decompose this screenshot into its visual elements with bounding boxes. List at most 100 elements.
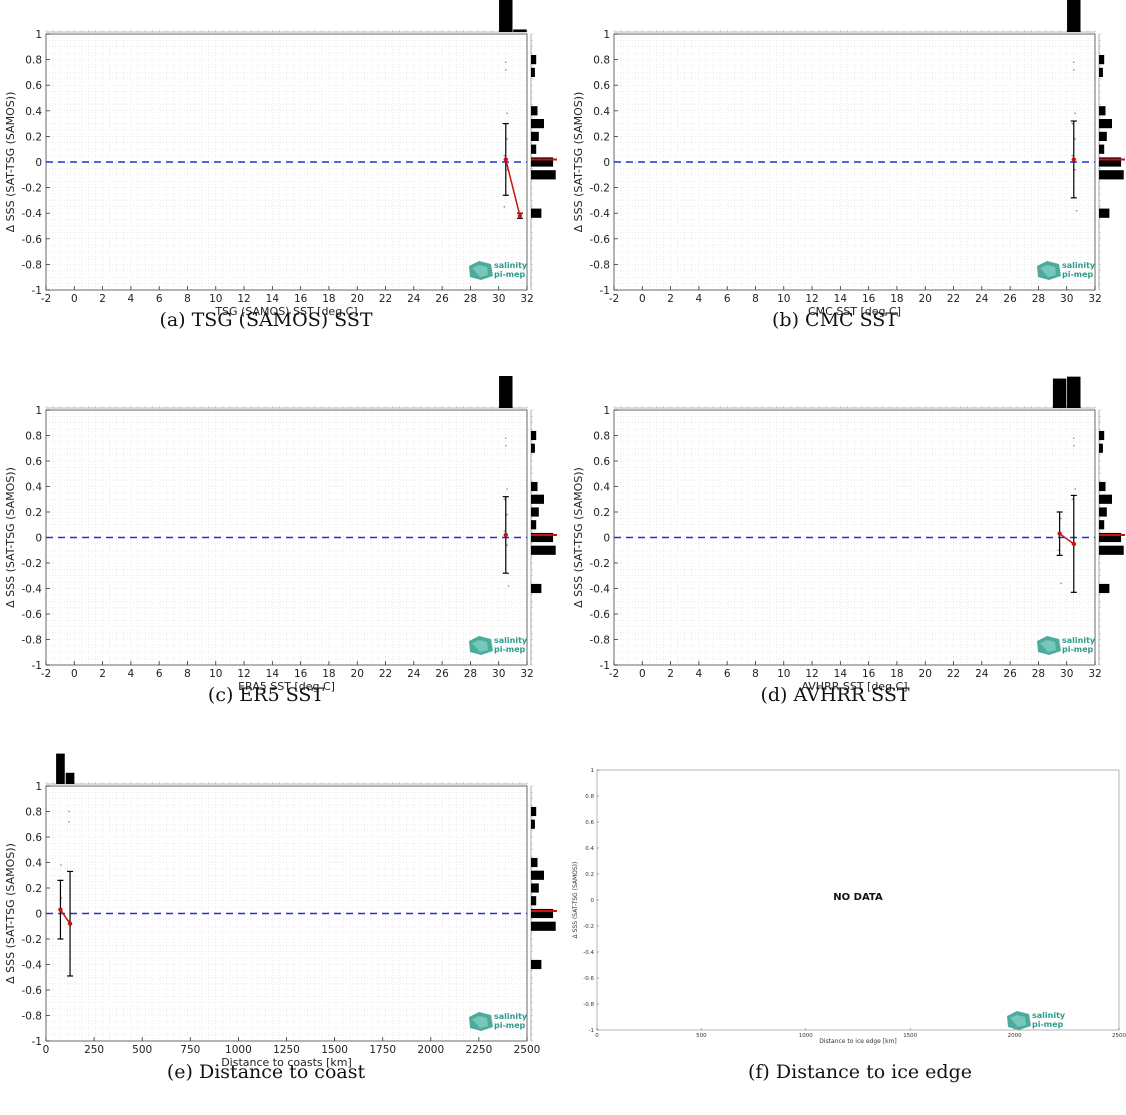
scatter-point [1057, 549, 1060, 552]
subfigure-caption: (a) TSG (SAMOS) SST [159, 309, 372, 331]
y-tick-label: -0.8 [22, 1011, 43, 1023]
right-hist-bar [531, 170, 556, 180]
x-tick-label: 14 [834, 293, 848, 305]
right-hist-bar [531, 208, 542, 218]
x-tick-label: 30 [492, 668, 505, 680]
logo-text: salinity [1062, 636, 1096, 645]
scatter-point [504, 61, 507, 63]
scatter-point [506, 488, 508, 490]
x-tick-label: 1750 [369, 1044, 396, 1056]
logo-text: pi-mep [494, 1021, 526, 1030]
salinity-logo-icon [1040, 640, 1056, 652]
x-tick-label: 22 [379, 293, 392, 305]
y-tick-label: 0.6 [25, 80, 42, 92]
x-tick-label: 12 [805, 293, 818, 305]
x-tick-label: 20 [351, 293, 364, 305]
x-tick-label: 2250 [466, 1044, 493, 1056]
subfigure-caption: (b) CMC SST [772, 309, 898, 331]
scatter-point [1071, 498, 1074, 501]
x-tick-label: 18 [890, 668, 903, 680]
y-tick-label: -0.6 [590, 234, 611, 246]
x-tick-label: 16 [294, 293, 308, 305]
right-hist-bar [1099, 170, 1124, 180]
x-tick-label: 10 [209, 668, 222, 680]
scatter-point [503, 154, 506, 157]
y-tick-label: -0.4 [583, 950, 594, 956]
right-hist-bar [1099, 507, 1107, 517]
no-data-label: NO DATA [833, 892, 883, 903]
y-tick-label: 0 [603, 533, 610, 545]
x-tick-label: 30 [492, 293, 505, 305]
top-hist-bar [499, 0, 513, 32]
y-tick-label: -1 [600, 285, 610, 297]
logo-text: pi-mep [1062, 645, 1094, 654]
mean-line [1059, 533, 1075, 545]
right-hist-bar [531, 118, 544, 129]
right-hist-bar [1099, 54, 1105, 65]
x-tick-label: 2 [99, 293, 106, 305]
x-tick-label: 24 [975, 293, 989, 305]
y-tick-label: -0.8 [583, 1002, 594, 1008]
top-hist-bar [1067, 0, 1081, 32]
scatter-point [504, 69, 507, 71]
x-tick-label: 22 [947, 293, 960, 305]
x-tick-label: 4 [128, 293, 135, 305]
y-tick-label: -0.6 [22, 234, 43, 246]
y-tick-label: -0.2 [590, 183, 611, 195]
scatter-point [1074, 488, 1076, 490]
x-tick-label: 32 [520, 668, 533, 680]
x-tick-label: 12 [237, 668, 250, 680]
y-tick-label: 0.6 [593, 80, 610, 92]
y-tick-label: 0.2 [25, 507, 42, 519]
right-hist-bar [531, 106, 538, 116]
x-tick-label: 6 [156, 293, 163, 305]
x-tick-label: 14 [266, 293, 280, 305]
x-tick-label: 10 [777, 293, 790, 305]
y-tick-label: 0 [591, 898, 595, 904]
x-tick-label: 2000 [417, 1044, 444, 1056]
scatter-point [1074, 168, 1076, 171]
y-tick-label: 0.4 [593, 482, 610, 494]
scatter-point [1072, 69, 1075, 71]
y-tick-label: 1 [35, 29, 42, 41]
y-tick-label: -0.2 [590, 558, 611, 570]
right-hist-bar [531, 959, 542, 970]
x-tick-label: 4 [128, 668, 135, 680]
y-tick-label: 0.8 [25, 431, 42, 443]
mean-point [503, 532, 508, 538]
salinity-logo-icon [472, 265, 488, 277]
y-tick-label: -0.8 [590, 635, 611, 647]
y-tick-label: 0.2 [593, 131, 610, 143]
y-tick-label: -0.8 [590, 259, 611, 271]
x-tick-label: 30 [1060, 293, 1073, 305]
x-tick-label: 32 [520, 293, 533, 305]
x-tick-label: 2500 [514, 1044, 541, 1056]
scatter-point [1060, 582, 1062, 585]
y-tick-label: 0 [35, 533, 42, 545]
logo-text: salinity [1062, 261, 1096, 270]
y-tick-label: -0.4 [590, 208, 611, 220]
y-axis-label: Δ SSS (SAT-TSG (SAMOS)) [4, 467, 17, 608]
scatter-point [506, 112, 508, 115]
y-tick-label: -0.4 [22, 584, 43, 596]
right-hist-bar [1099, 532, 1122, 543]
x-tick-label: 1500 [903, 1033, 917, 1039]
y-tick-label: 0.4 [593, 106, 610, 118]
right-hist-bar [531, 583, 542, 594]
x-tick-label: 20 [351, 668, 364, 680]
scatter-point [60, 864, 62, 866]
right-hist-bar [531, 883, 539, 893]
x-tick-label: 750 [180, 1044, 200, 1056]
x-tick-label: -2 [41, 668, 51, 680]
scatter-point [68, 820, 70, 823]
x-tick-label: 16 [862, 293, 876, 305]
right-hist-bar [531, 806, 537, 817]
y-tick-label: 0.2 [25, 883, 42, 895]
x-tick-label: 26 [435, 668, 449, 680]
y-tick-label: 0.8 [585, 794, 594, 800]
y-tick-label: 0.2 [25, 131, 42, 143]
right-hist-bar [531, 857, 538, 868]
